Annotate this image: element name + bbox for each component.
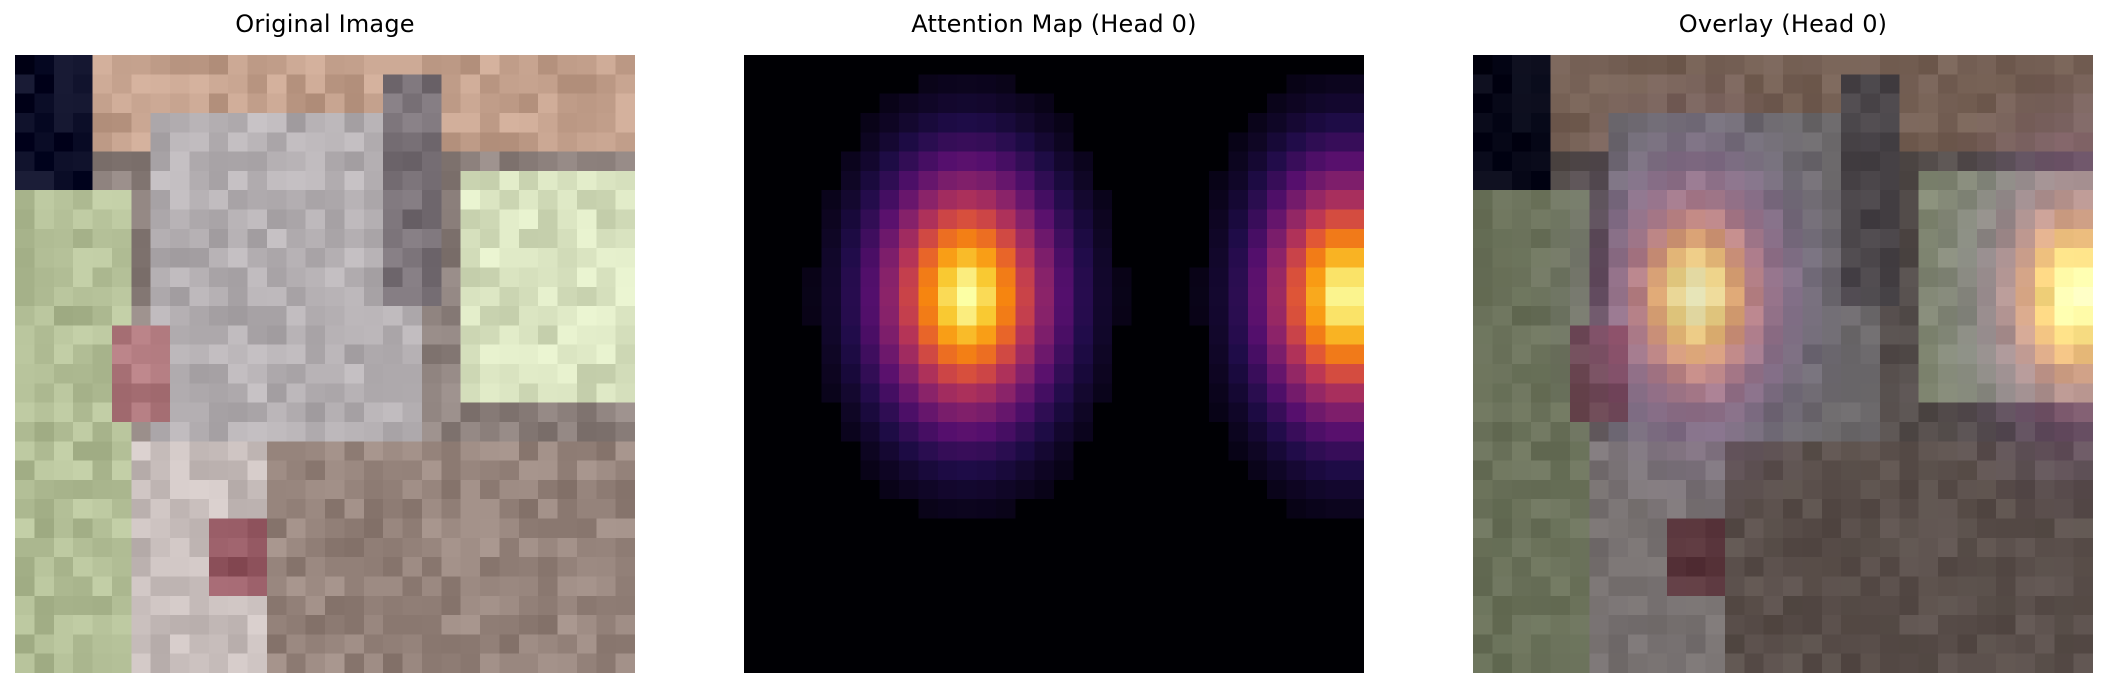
attention-map-panel: Attention Map (Head 0) — [744, 0, 1364, 688]
overlay-image — [1473, 55, 2093, 673]
original-image-panel: Original Image — [15, 0, 635, 688]
attention-heatmap — [744, 55, 1364, 673]
overlay-panel: Overlay (Head 0) — [1473, 0, 2093, 688]
original-image — [15, 55, 635, 673]
panel-title: Overlay (Head 0) — [1678, 10, 1888, 38]
panel-title: Attention Map (Head 0) — [911, 10, 1197, 38]
panel-title: Original Image — [235, 10, 415, 38]
